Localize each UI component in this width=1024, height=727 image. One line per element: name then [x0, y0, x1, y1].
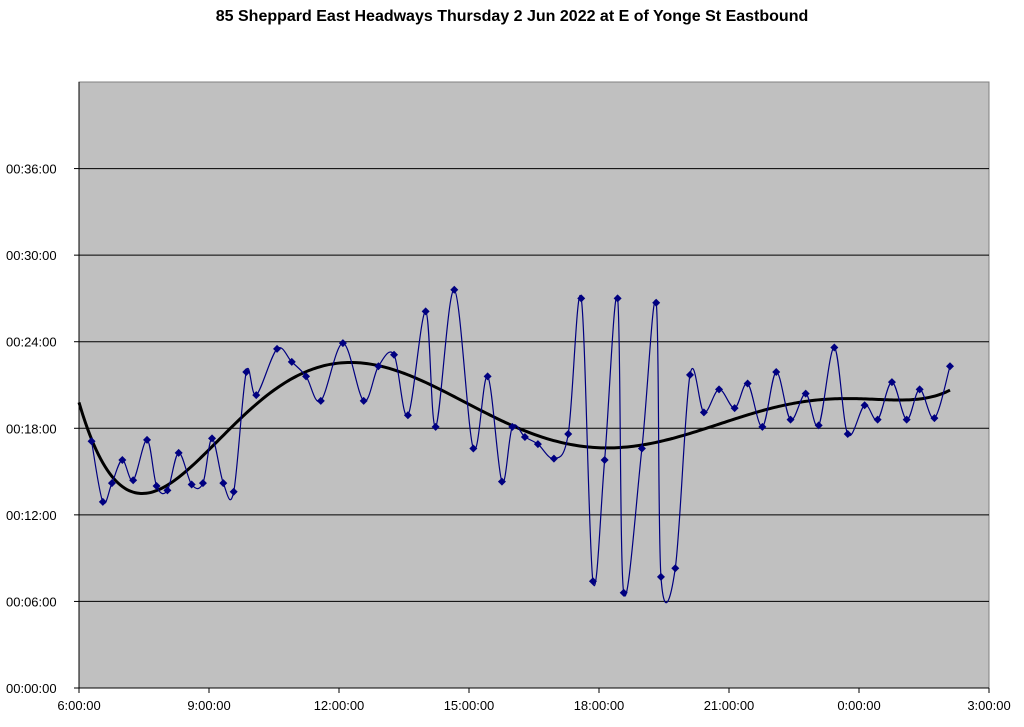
headway-point	[814, 421, 823, 430]
headway-point	[359, 396, 368, 405]
y-tick-label: 00:18:00	[6, 421, 57, 436]
headway-point	[686, 370, 694, 379]
y-tick-label: 00:00:00	[6, 681, 57, 696]
headway-point	[860, 401, 869, 410]
headway-point	[174, 448, 183, 457]
headway-point	[873, 415, 882, 424]
headway-point	[107, 479, 116, 488]
headway-point	[403, 411, 412, 420]
headway-point	[652, 298, 661, 307]
x-tick-label: 9:00:00	[187, 698, 230, 713]
headway-point	[287, 357, 296, 366]
y-axis: 00:00:00 00:06:00 00:12:00 00:18:00 00:24:00…	[6, 82, 80, 696]
headway-point	[198, 479, 207, 488]
headway-point	[520, 432, 529, 441]
headway-point	[143, 435, 152, 444]
headway-point	[273, 344, 282, 353]
headway-point	[508, 422, 517, 431]
headway-point	[671, 564, 680, 573]
headway-point	[187, 480, 196, 489]
headway-point	[163, 486, 172, 495]
headway-point	[843, 430, 852, 439]
headway-point	[431, 422, 440, 431]
headway-point	[600, 456, 609, 465]
headway-point	[772, 368, 781, 377]
x-tick-label: 0:00:00	[837, 698, 880, 713]
x-tick-label: 18:00:00	[574, 698, 625, 713]
headway-point	[390, 350, 399, 359]
headway-point	[152, 482, 161, 490]
headway-markers	[87, 285, 954, 597]
y-tick-label: 00:06:00	[6, 594, 57, 609]
headway-point	[497, 477, 506, 486]
x-axis: 6:00:00 9:00:00 12:00:00 15:00:00 18:00:00 21…	[57, 687, 1011, 713]
x-tick-label: 12:00:00	[314, 698, 365, 713]
plot-area	[78, 81, 990, 689]
headway-point	[338, 339, 347, 348]
headway-point	[619, 588, 628, 597]
headway-point	[801, 389, 810, 398]
headway-point	[129, 476, 138, 485]
headway-point	[252, 391, 261, 400]
headway-point	[699, 408, 708, 417]
headway-point	[549, 454, 558, 463]
gridlines	[79, 168, 989, 602]
headway-point	[743, 379, 752, 388]
y-tick-label: 00:24:00	[6, 335, 57, 350]
headway-point	[730, 404, 739, 413]
headway-point	[374, 362, 383, 371]
headway-point	[469, 444, 478, 453]
headway-point	[902, 415, 911, 424]
x-tick-label: 21:00:00	[704, 698, 755, 713]
y-tick-label: 00:12:00	[6, 508, 57, 523]
headway-point	[946, 362, 954, 371]
headway-point	[830, 343, 839, 352]
headway-point	[302, 372, 311, 381]
headway-point	[588, 577, 597, 586]
y-tick-label: 00:36:00	[6, 162, 57, 177]
headway-point	[577, 294, 586, 303]
headway-point	[887, 378, 896, 387]
headway-point	[118, 456, 127, 465]
headway-point	[87, 437, 96, 446]
headway-point	[656, 572, 665, 581]
headway-point	[758, 422, 767, 431]
x-tick-label: 15:00:00	[444, 698, 495, 713]
headway-point	[421, 307, 430, 316]
headway-point	[564, 430, 573, 439]
headway-point	[613, 294, 622, 303]
headway-point	[208, 434, 217, 443]
headway-point	[915, 385, 924, 394]
headway-point	[533, 440, 542, 449]
headway-point	[316, 396, 325, 405]
headway-point	[930, 414, 939, 423]
x-tick-label: 6:00:00	[57, 698, 100, 713]
headway-point	[98, 497, 107, 506]
headway-point	[637, 444, 646, 453]
y-tick-label: 00:30:00	[6, 248, 57, 263]
headway-point	[450, 285, 459, 294]
headway-point	[242, 368, 251, 377]
headway-point	[715, 385, 724, 394]
headway-point	[219, 479, 228, 488]
headway-point	[483, 372, 492, 381]
headway-point	[786, 415, 795, 424]
x-tick-label: 3:00:00	[967, 698, 1010, 713]
chart-title: 85 Sheppard East Headways Thursday 2 Jun…	[215, 8, 809, 25]
headway-point	[229, 487, 238, 496]
